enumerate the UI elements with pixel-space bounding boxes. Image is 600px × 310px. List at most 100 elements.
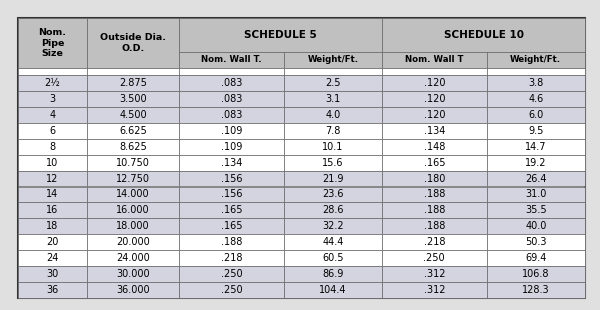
Bar <box>18 68 86 75</box>
Text: 7.8: 7.8 <box>325 126 341 136</box>
Bar <box>18 282 86 298</box>
Text: 10.750: 10.750 <box>116 157 150 168</box>
Bar <box>284 170 382 187</box>
Bar <box>382 266 487 282</box>
Bar <box>487 68 585 75</box>
Text: 6.0: 6.0 <box>528 110 544 120</box>
Bar <box>179 18 382 52</box>
Text: 8: 8 <box>49 142 55 152</box>
Text: .188: .188 <box>221 237 242 247</box>
Bar <box>86 107 179 123</box>
Text: 50.3: 50.3 <box>525 237 547 247</box>
Text: .109: .109 <box>221 126 242 136</box>
Bar <box>487 52 585 68</box>
Bar <box>284 52 382 68</box>
Text: 104.4: 104.4 <box>319 285 347 295</box>
Bar <box>179 202 284 218</box>
Bar <box>86 91 179 107</box>
Text: 44.4: 44.4 <box>322 237 344 247</box>
Text: 31.0: 31.0 <box>525 189 547 199</box>
Text: Weight/Ft.: Weight/Ft. <box>510 55 562 64</box>
Bar <box>86 18 179 68</box>
Text: .120: .120 <box>424 110 445 120</box>
Bar <box>284 75 382 91</box>
Text: 26.4: 26.4 <box>525 174 547 184</box>
Text: 36.000: 36.000 <box>116 285 150 295</box>
Text: .165: .165 <box>424 157 445 168</box>
Bar <box>284 266 382 282</box>
Bar <box>284 250 382 266</box>
Bar <box>487 218 585 234</box>
Text: 21.9: 21.9 <box>322 174 344 184</box>
Bar <box>18 91 86 107</box>
Text: 3.8: 3.8 <box>528 78 544 88</box>
Bar <box>487 170 585 187</box>
Bar <box>487 202 585 218</box>
Bar <box>179 218 284 234</box>
Bar <box>382 123 487 139</box>
Text: .312: .312 <box>424 269 445 279</box>
Text: 24.000: 24.000 <box>116 253 150 263</box>
Text: 3: 3 <box>49 94 55 104</box>
Text: .250: .250 <box>221 285 242 295</box>
Text: .083: .083 <box>221 110 242 120</box>
Text: 18: 18 <box>46 221 58 231</box>
Bar <box>179 107 284 123</box>
Bar <box>18 250 86 266</box>
Text: .218: .218 <box>424 237 445 247</box>
Bar <box>284 91 382 107</box>
Text: 35.5: 35.5 <box>525 206 547 215</box>
Bar <box>382 170 487 187</box>
Bar <box>284 107 382 123</box>
Bar <box>18 202 86 218</box>
Text: 15.6: 15.6 <box>322 157 344 168</box>
Text: .134: .134 <box>221 157 242 168</box>
Bar <box>86 187 179 202</box>
Bar <box>18 234 86 250</box>
Text: 30.000: 30.000 <box>116 269 150 279</box>
Text: 12: 12 <box>46 174 59 184</box>
Bar <box>382 139 487 155</box>
Bar <box>18 155 86 170</box>
Bar <box>487 123 585 139</box>
Bar <box>382 75 487 91</box>
Bar <box>382 250 487 266</box>
Bar <box>487 155 585 170</box>
Bar <box>179 282 284 298</box>
Text: 12.750: 12.750 <box>116 174 150 184</box>
Bar <box>179 91 284 107</box>
Bar <box>382 187 487 202</box>
Text: .148: .148 <box>424 142 445 152</box>
Text: SCHEDULE 10: SCHEDULE 10 <box>443 30 524 40</box>
Text: 40.0: 40.0 <box>525 221 547 231</box>
Bar <box>284 68 382 75</box>
Text: SCHEDULE 5: SCHEDULE 5 <box>244 30 317 40</box>
Bar <box>487 266 585 282</box>
Bar <box>86 75 179 91</box>
Text: .188: .188 <box>424 206 445 215</box>
Bar <box>18 107 86 123</box>
Bar <box>86 170 179 187</box>
Bar <box>18 218 86 234</box>
Text: .180: .180 <box>424 174 445 184</box>
Bar <box>86 234 179 250</box>
Bar <box>487 234 585 250</box>
Bar <box>487 107 585 123</box>
Bar <box>284 218 382 234</box>
Text: .134: .134 <box>424 126 445 136</box>
Text: .156: .156 <box>221 189 242 199</box>
Bar <box>18 123 86 139</box>
Text: 24: 24 <box>46 253 59 263</box>
Bar <box>487 139 585 155</box>
Text: .083: .083 <box>221 78 242 88</box>
Text: 4.500: 4.500 <box>119 110 147 120</box>
Bar <box>18 139 86 155</box>
Bar <box>382 155 487 170</box>
Text: 2.875: 2.875 <box>119 78 147 88</box>
Bar <box>179 52 284 68</box>
Bar <box>179 170 284 187</box>
Bar <box>86 155 179 170</box>
Bar <box>382 234 487 250</box>
Text: 14.000: 14.000 <box>116 189 150 199</box>
Text: 16: 16 <box>46 206 58 215</box>
